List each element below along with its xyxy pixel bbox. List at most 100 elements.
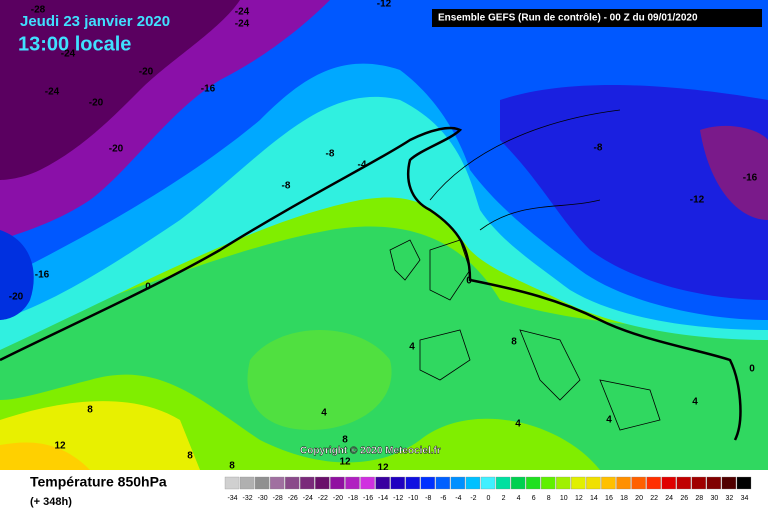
color-swatch (300, 476, 315, 490)
scale-label: 22 (650, 495, 658, 502)
zone (0, 226, 768, 470)
contour-label: -4 (358, 160, 367, 171)
contour-label: -8 (594, 143, 603, 154)
contour-label: -8 (282, 181, 291, 192)
contour-label: 12 (54, 441, 66, 452)
scale-label: 32 (726, 495, 734, 502)
contour-label: 4 (692, 397, 698, 408)
color-swatch (450, 476, 466, 490)
scale-label: -30 (258, 495, 268, 502)
scale-label: -8 (425, 495, 431, 502)
color-swatch (721, 476, 737, 490)
color-swatch (525, 476, 541, 490)
color-swatch (571, 476, 586, 490)
color-swatch (390, 476, 405, 490)
contour-label: -20 (139, 67, 154, 78)
contour-label: -20 (109, 144, 124, 155)
color-swatch (435, 476, 451, 490)
contour-label: -20 (89, 98, 104, 109)
scale-label: 20 (635, 495, 643, 502)
contour-label: -20 (9, 292, 24, 303)
contour-label: -24 (61, 49, 76, 60)
contour-label: -16 (201, 84, 216, 95)
color-swatch (706, 476, 722, 490)
contour-label: -24 (235, 19, 250, 30)
color-swatch (285, 476, 300, 490)
scale-label: 8 (547, 495, 551, 502)
scale-label: -14 (378, 495, 388, 502)
color-swatch (315, 476, 330, 490)
scale-label: 4 (517, 495, 521, 502)
contour-label: -16 (743, 173, 758, 184)
scale-label: -4 (455, 495, 461, 502)
scale-label: -16 (363, 495, 373, 502)
scale-label: 10 (560, 495, 568, 502)
time: 13:00 locale (18, 33, 131, 55)
contour-label: -24 (235, 7, 250, 18)
contour-label: 12 (377, 463, 389, 474)
scale-label: -10 (408, 495, 418, 502)
copyright: Copyright © 2020 Meteociel.fr (300, 446, 441, 457)
scale-label: -18 (348, 495, 358, 502)
contour-label: 0 (145, 282, 151, 293)
contour-label: 12 (339, 457, 351, 468)
scale-label: -22 (318, 495, 328, 502)
color-swatch (601, 476, 616, 490)
scale-label: -2 (470, 495, 476, 502)
scale-label: 26 (680, 495, 688, 502)
contour-label: -28 (31, 5, 46, 16)
map-labels: -28 -24-24-12-24-20-24-20-16-20 -8-4-8-8-1… (9, 0, 758, 474)
contour-label: 0 (466, 276, 472, 287)
contour-label: -12 (377, 0, 392, 10)
color-swatch (480, 476, 496, 490)
zone (0, 230, 34, 320)
contour-label: 8 (187, 451, 193, 462)
scale-label: -26 (288, 495, 298, 502)
color-swatch (616, 476, 631, 490)
color-swatch (239, 476, 255, 490)
zone (500, 85, 768, 300)
zone (700, 125, 768, 220)
scale-label: -20 (333, 495, 343, 502)
color-swatch (676, 476, 691, 490)
color-swatch (465, 476, 481, 490)
scale-label: 14 (590, 495, 598, 502)
scale-label: 30 (710, 495, 718, 502)
contour-label: -12 (690, 195, 705, 206)
color-swatch (345, 476, 360, 490)
contour-label: 8 (511, 337, 517, 348)
zero-isotherm (0, 126, 742, 441)
color-swatch (541, 476, 556, 490)
scale-label: -24 (303, 495, 313, 502)
contour-label: 0 (749, 364, 755, 375)
scale-label: 0 (487, 495, 491, 502)
zone (247, 330, 392, 430)
scale-label: -34 (227, 495, 237, 502)
contour-label: 4 (606, 415, 612, 426)
contour-label: -16 (35, 270, 50, 281)
color-swatch (736, 476, 752, 490)
color-swatch (495, 476, 511, 490)
coastline (389, 109, 661, 431)
color-swatch (646, 476, 661, 490)
contour-label: 8 (87, 405, 93, 416)
color-swatch (224, 476, 240, 490)
variable-title: Température 850hPa (30, 474, 167, 490)
lead-time: (+ 348h) (30, 496, 72, 508)
color-swatch (360, 476, 375, 490)
color-swatch (375, 476, 390, 490)
scale-label: 24 (665, 495, 673, 502)
zone (0, 0, 240, 180)
color-swatch (254, 476, 270, 490)
color-swatch (691, 476, 706, 490)
scale-label: -12 (393, 495, 403, 502)
contour-label: -8 (326, 149, 335, 160)
color-scale: -34 -32 -30 -28 -26 -24 -22 -20 -18 -16 -14 -12 -10-… (224, 476, 752, 502)
color-swatch (270, 476, 285, 490)
scale-label: 34 (741, 495, 749, 502)
color-swatch (556, 476, 571, 490)
color-swatch (661, 476, 676, 490)
scale-label: -6 (440, 495, 446, 502)
color-swatch (330, 476, 345, 490)
